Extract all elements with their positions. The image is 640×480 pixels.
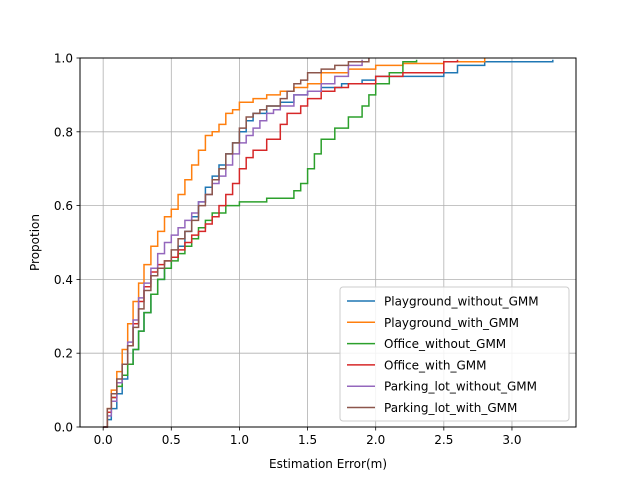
x-tick-label: 1.0 bbox=[230, 433, 249, 447]
y-tick-label: 1.0 bbox=[54, 52, 73, 66]
legend: Playground_without_GMM Playground_with_GM… bbox=[339, 286, 570, 422]
series-layer bbox=[103, 58, 554, 428]
legend-label: Office_with_GMM bbox=[384, 358, 487, 372]
x-tick-label: 0.0 bbox=[94, 433, 113, 447]
legend-label: Playground_without_GMM bbox=[384, 295, 539, 309]
y-tick-label: 0.2 bbox=[54, 347, 73, 361]
legend-box bbox=[339, 286, 570, 422]
y-axis-label: Propotion bbox=[28, 214, 42, 271]
y-tick-label: 0.6 bbox=[54, 199, 73, 213]
legend-label: Office_without_GMM bbox=[384, 337, 506, 351]
x-tick-label: 3.0 bbox=[502, 433, 521, 447]
legend-label: Parking_lot_with_GMM bbox=[384, 401, 517, 415]
plot-frame bbox=[79, 57, 577, 428]
legend-label: Playground_with_GMM bbox=[384, 316, 519, 330]
y-tick-label: 0.4 bbox=[54, 273, 73, 287]
x-tick-label: 2.0 bbox=[366, 433, 385, 447]
series-line-parking-lot-with-gmm bbox=[103, 58, 370, 428]
ticks: 0.0 0.5 1.0 1.5 2.0 2.5 3.0 0.0 0.2 0.4 0.6 0.8 1.0 bbox=[54, 52, 522, 448]
y-tick-label: 0.8 bbox=[54, 125, 73, 139]
x-tick-label: 1.5 bbox=[298, 433, 317, 447]
y-tick-label: 0.0 bbox=[54, 421, 73, 435]
series-line-parking-lot-without-gmm bbox=[103, 59, 363, 428]
x-axis-label: Estimation Error(m) bbox=[269, 457, 387, 471]
x-tick-label: 2.5 bbox=[434, 433, 453, 447]
legend-label: Parking_lot_without_GMM bbox=[384, 380, 537, 394]
x-tick-label: 0.5 bbox=[162, 433, 181, 447]
